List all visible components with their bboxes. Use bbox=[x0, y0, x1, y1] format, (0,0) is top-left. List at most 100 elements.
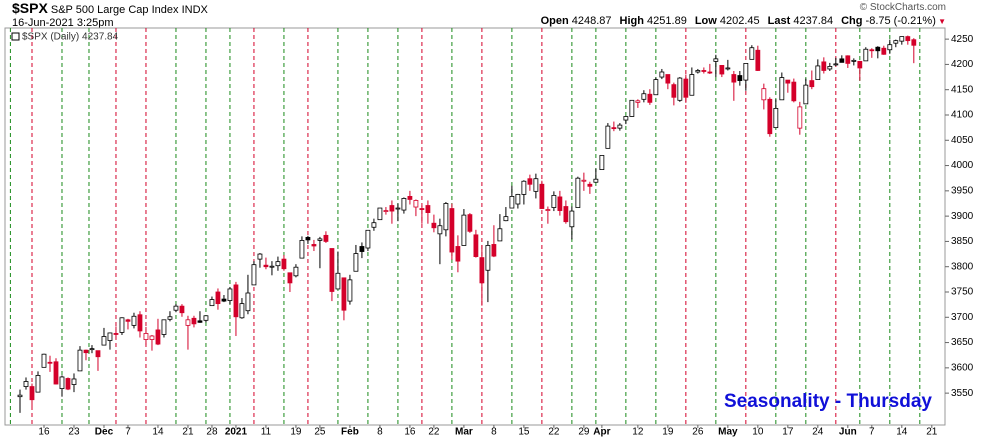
candle-body bbox=[431, 222, 437, 229]
y-tick-label: 3600 bbox=[951, 362, 974, 373]
candle-body bbox=[713, 58, 719, 62]
candle-body bbox=[179, 305, 185, 314]
candle-body bbox=[119, 317, 125, 333]
candle-body bbox=[707, 71, 713, 74]
quote: Open 4248.87 High 4251.89 Low 4202.45 Last … bbox=[533, 15, 946, 27]
quote-value: 4251.89 bbox=[647, 15, 687, 27]
candle-body bbox=[647, 93, 653, 103]
candle-body bbox=[413, 200, 419, 208]
candle-body bbox=[731, 74, 737, 83]
y-tick-label: 3550 bbox=[951, 388, 974, 399]
candle-body bbox=[251, 264, 257, 286]
candle-body bbox=[401, 198, 407, 211]
x-tick-label: 22 bbox=[548, 427, 560, 438]
quote-label: Chg bbox=[841, 15, 863, 27]
candle-body bbox=[389, 205, 395, 212]
candle-body bbox=[575, 177, 581, 208]
candle-body bbox=[449, 208, 455, 253]
candle-body bbox=[95, 350, 101, 358]
symbol: $SPX bbox=[12, 0, 48, 16]
x-tick-label: May bbox=[718, 427, 738, 438]
x-tick-label: 16 bbox=[38, 427, 50, 438]
candle-body bbox=[893, 40, 899, 44]
candle-body bbox=[353, 253, 359, 272]
annotation: Seasonality - Thursday bbox=[724, 391, 932, 412]
candle-body bbox=[101, 336, 107, 346]
candle-body bbox=[407, 196, 413, 200]
candle-body bbox=[671, 84, 677, 98]
candle-body bbox=[443, 203, 449, 231]
candle-body bbox=[17, 394, 23, 398]
quote-value: 4202.45 bbox=[719, 15, 760, 27]
y-tick-label: 3650 bbox=[951, 337, 974, 348]
quote-label: Low bbox=[694, 15, 717, 27]
candle-body bbox=[71, 378, 77, 385]
candle-body bbox=[203, 315, 209, 321]
candle-body bbox=[521, 180, 527, 195]
y-tick-label: 3950 bbox=[951, 185, 974, 196]
candle-body bbox=[395, 207, 401, 210]
candle-body bbox=[737, 75, 743, 81]
x-tick-label: 8 bbox=[491, 427, 497, 438]
y-tick-label: 3700 bbox=[951, 312, 974, 323]
candle-body bbox=[803, 84, 809, 105]
candle-body bbox=[83, 349, 89, 354]
candle-body bbox=[749, 47, 755, 60]
candle-body bbox=[815, 65, 821, 80]
y-tick-label: 4050 bbox=[951, 135, 974, 146]
candle-body bbox=[551, 194, 557, 208]
quote-value: -8.75 (-0.21%) bbox=[865, 15, 936, 27]
x-tick-label: 25 bbox=[314, 427, 326, 438]
candle-body bbox=[197, 320, 203, 323]
candle-body bbox=[683, 78, 689, 98]
candle-body bbox=[317, 238, 323, 241]
candle-body bbox=[833, 63, 839, 66]
candle-body bbox=[167, 316, 173, 320]
y-tick-label: 4150 bbox=[951, 84, 974, 95]
candle-body bbox=[689, 74, 695, 96]
x-tick-label: 19 bbox=[662, 427, 674, 438]
candle-body bbox=[509, 196, 515, 209]
candle-body bbox=[383, 210, 389, 212]
candle-body bbox=[851, 59, 857, 62]
candle-body bbox=[23, 381, 29, 387]
candle-body bbox=[143, 333, 149, 340]
candle-body bbox=[767, 98, 773, 135]
candle-body bbox=[557, 196, 563, 211]
candle-body bbox=[503, 216, 509, 222]
quote-label: Open bbox=[540, 15, 569, 27]
candle-body bbox=[59, 376, 65, 389]
candle-body bbox=[635, 100, 641, 103]
candle-body bbox=[131, 315, 137, 326]
candle-body bbox=[113, 333, 119, 335]
candle-body bbox=[269, 265, 275, 268]
candle-body bbox=[65, 378, 71, 390]
candle-body bbox=[905, 36, 911, 42]
candle-body bbox=[665, 74, 671, 84]
candle-body bbox=[221, 298, 227, 302]
candle-body bbox=[875, 46, 881, 52]
candle-body bbox=[299, 240, 305, 259]
candle-body bbox=[545, 209, 551, 211]
candle-body bbox=[473, 234, 479, 257]
candle-body bbox=[563, 206, 569, 223]
candle-body bbox=[629, 99, 635, 117]
x-tick-label: Feb bbox=[341, 427, 359, 438]
candle-body bbox=[53, 361, 59, 385]
candle-body bbox=[89, 348, 95, 351]
candle-body bbox=[761, 88, 767, 101]
candle-body bbox=[185, 319, 191, 326]
x-tick-label: 21 bbox=[926, 427, 938, 438]
x-tick-label: 15 bbox=[518, 427, 530, 438]
candle-body bbox=[323, 234, 329, 242]
x-tick-label: 14 bbox=[896, 427, 908, 438]
x-tick-label: 21 bbox=[182, 427, 194, 438]
candle-body bbox=[479, 257, 485, 284]
candle-body bbox=[593, 178, 599, 183]
candle-body bbox=[233, 284, 239, 318]
candle-body bbox=[695, 70, 701, 73]
candle-body bbox=[653, 79, 659, 96]
x-tick-label: 28 bbox=[206, 427, 218, 438]
candle-body bbox=[377, 207, 383, 221]
